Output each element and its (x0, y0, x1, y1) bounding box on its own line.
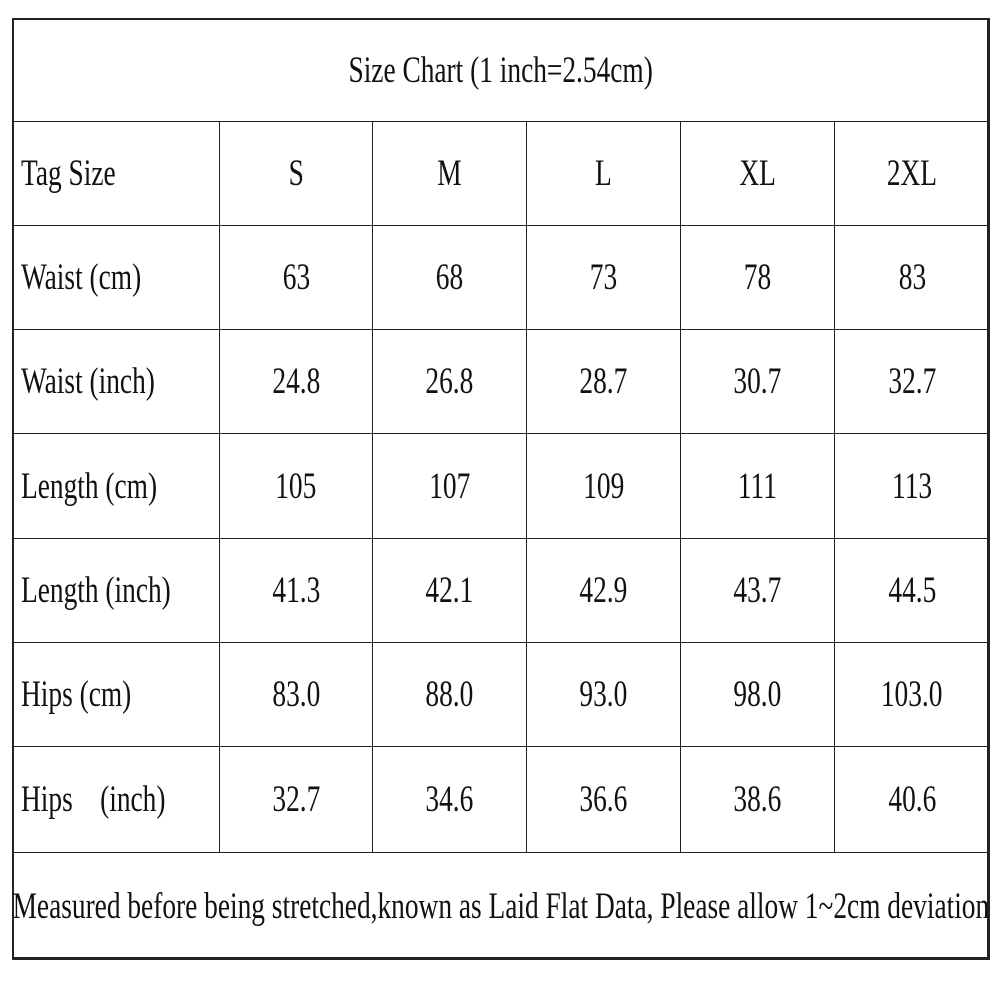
row-label-text: Length (cm) (21, 465, 158, 507)
data-cell: 42.9 (526, 538, 681, 643)
data-cell: 32.7 (834, 329, 990, 434)
data-cell: 111 (680, 433, 835, 539)
data-cell: 83.0 (219, 642, 373, 747)
data-cell: 42.1 (372, 538, 527, 643)
data-cell: 113 (834, 433, 990, 539)
data-cell: 105 (219, 433, 373, 539)
row-label-text: Hips (cm) (21, 674, 132, 715)
data-cell-text: 103.0 (881, 674, 943, 715)
header-cell: M (372, 121, 527, 226)
data-cell: 41.3 (219, 538, 373, 643)
data-cell-text: 26.8 (425, 361, 474, 402)
data-cell-text: 63 (282, 257, 310, 298)
data-cell: 32.7 (219, 746, 373, 853)
row-label: Hips (inch) (12, 746, 220, 853)
data-cell: 44.5 (834, 538, 990, 643)
header-cell-text: 2XL (886, 153, 938, 194)
data-cell: 30.7 (680, 329, 835, 434)
data-cell: 36.6 (526, 746, 681, 853)
data-cell: 40.6 (834, 746, 990, 853)
row-label-text: Waist (cm) (21, 257, 142, 298)
data-cell: 98.0 (680, 642, 835, 747)
data-cell-text: 111 (737, 465, 778, 507)
table-footer-text: Measured before being stretched,known as… (12, 885, 990, 927)
row-header-cell: Tag Size (12, 121, 220, 226)
row-header-cell-text: Tag Size (21, 153, 116, 194)
data-cell: 73 (526, 225, 681, 330)
header-cell-text: L (595, 153, 612, 194)
data-cell: 83 (834, 225, 990, 330)
data-cell-text: 32.7 (888, 361, 936, 402)
data-cell: 38.6 (680, 746, 835, 853)
data-cell-text: 83.0 (272, 674, 320, 715)
data-cell-text: 41.3 (272, 570, 320, 611)
row-label: Waist (inch) (12, 329, 220, 434)
data-cell-text: 24.8 (272, 361, 320, 402)
data-cell-text: 30.7 (733, 361, 782, 402)
data-cell-text: 32.7 (272, 779, 320, 820)
data-cell-text: 42.9 (579, 570, 628, 611)
header-cell: S (219, 121, 373, 226)
row-label-text: Waist (inch) (21, 361, 155, 402)
data-cell: 28.7 (526, 329, 681, 434)
header-cell-text: S (288, 153, 304, 194)
data-cell-text: 93.0 (579, 674, 628, 715)
data-cell: 34.6 (372, 746, 527, 853)
data-cell-text: 38.6 (733, 779, 782, 820)
data-cell: 103.0 (834, 642, 990, 747)
data-cell-text: 105 (275, 465, 317, 507)
data-cell-text: 44.5 (888, 570, 936, 611)
header-cell: L (526, 121, 681, 226)
data-cell: 78 (680, 225, 835, 330)
row-label-text: Length (inch) (21, 570, 171, 611)
row-label: Hips (cm) (12, 642, 220, 747)
data-cell-text: 40.6 (888, 779, 936, 820)
data-cell-text: 88.0 (425, 674, 474, 715)
table-title-text: Size Chart (1 inch=2.54cm) (348, 49, 654, 91)
data-cell: 68 (372, 225, 527, 330)
data-cell-text: 109 (582, 465, 625, 507)
data-cell: 63 (219, 225, 373, 330)
data-cell-text: 42.1 (425, 570, 474, 611)
data-cell: 43.7 (680, 538, 835, 643)
table-title: Size Chart (1 inch=2.54cm) (12, 18, 990, 122)
data-cell-text: 98.0 (733, 674, 782, 715)
data-cell-text: 34.6 (425, 779, 474, 820)
data-cell: 107 (372, 433, 527, 539)
row-label: Waist (cm) (12, 225, 220, 330)
data-cell: 24.8 (219, 329, 373, 434)
data-cell: 26.8 (372, 329, 527, 434)
data-cell: 88.0 (372, 642, 527, 747)
row-label: Length (inch) (12, 538, 220, 643)
data-cell: 93.0 (526, 642, 681, 747)
data-cell-text: 68 (435, 257, 464, 298)
header-cell: XL (680, 121, 835, 226)
header-cell: 2XL (834, 121, 990, 226)
data-cell-text: 83 (898, 257, 926, 298)
header-cell-text: XL (739, 153, 776, 194)
row-label-text: Hips (inch) (21, 779, 166, 820)
header-cell-text: M (437, 153, 462, 194)
data-cell-text: 107 (428, 465, 471, 507)
data-cell-text: 78 (743, 257, 772, 298)
row-label: Length (cm) (12, 433, 220, 539)
data-cell-text: 73 (589, 257, 618, 298)
data-cell-text: 36.6 (579, 779, 628, 820)
table-footer: Measured before being stretched,known as… (12, 852, 990, 960)
data-cell-text: 28.7 (579, 361, 628, 402)
data-cell: 109 (526, 433, 681, 539)
data-cell-text: 43.7 (733, 570, 782, 611)
data-cell-text: 113 (891, 465, 933, 507)
